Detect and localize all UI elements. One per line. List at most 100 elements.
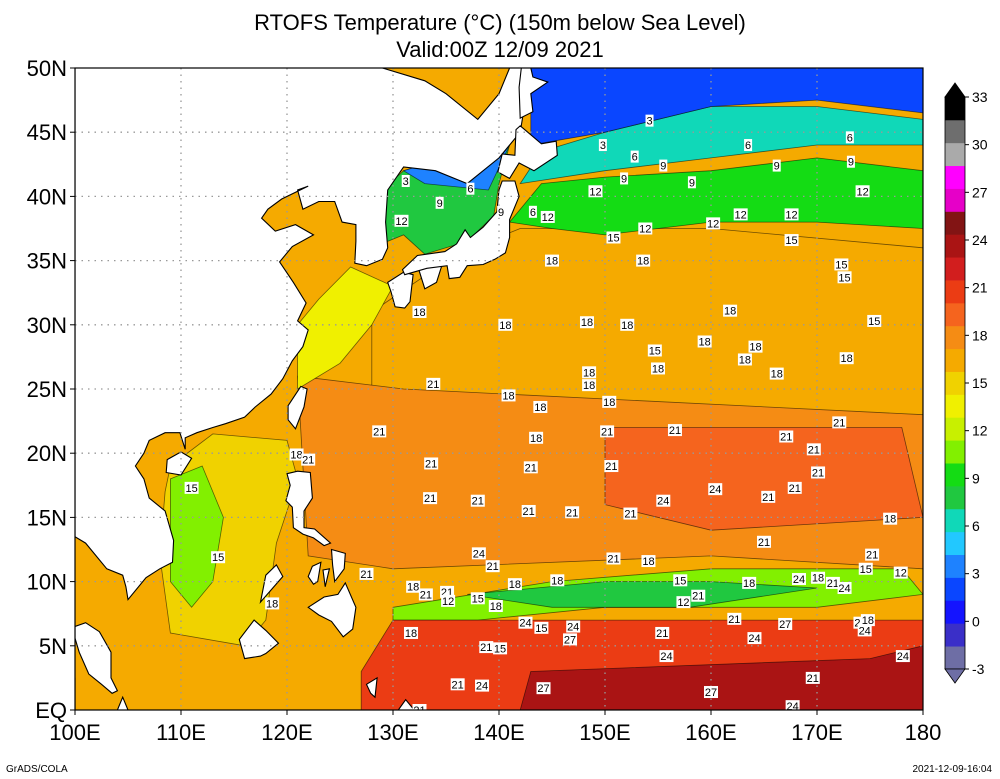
contour-label-box [785, 700, 800, 710]
contour-label-box [600, 425, 615, 438]
contour-label-box [704, 686, 718, 699]
contour-label-text: 12 [542, 212, 554, 224]
lat-tick-label: 15N [27, 505, 67, 530]
contour-label-box [550, 574, 565, 587]
contour-label: 18 [488, 599, 503, 613]
contour-label-box [566, 620, 581, 633]
contour-label-box [651, 362, 665, 375]
contour-label: 15 [837, 271, 852, 284]
contour-label: 15 [606, 231, 621, 244]
contour-label: 21 [418, 588, 433, 601]
contour-label: 12 [540, 210, 555, 224]
contour-label-text: 21 [360, 569, 372, 581]
contour-label: 15 [493, 642, 508, 655]
contour-label-box [289, 448, 304, 461]
lon-tick-label: 130E [367, 720, 418, 745]
contour-label-box [604, 460, 619, 473]
contour-label-text: 18 [413, 307, 425, 319]
landmass-8 [322, 568, 331, 587]
field-subarctic [519, 106, 923, 185]
contour-label-text: 18 [266, 598, 278, 610]
contour-label-text: 21 [523, 506, 535, 518]
contour-label: 15 [834, 258, 849, 271]
contour-label-text: 12 [785, 209, 797, 221]
lat-tick-label: 50N [27, 56, 67, 81]
contour-label-text: 18 [884, 514, 896, 526]
contour-label-box [883, 512, 898, 525]
landmass-5 [285, 470, 332, 547]
contour-label-text: 21 [866, 550, 878, 562]
contour-label-text: 21 [812, 467, 824, 479]
contour-label-text: 9 [621, 173, 627, 185]
contour-label-box [602, 395, 617, 408]
contour-label: 18 [748, 340, 763, 354]
colorbar-swatch [945, 97, 965, 121]
contour-label-text: 6 [632, 152, 638, 164]
contour-label-text: 18 [499, 320, 511, 332]
contour-label: 21 [359, 567, 374, 581]
contour-label: 21 [565, 506, 580, 519]
contour-label-box [536, 682, 551, 695]
lat-tick-label: 20N [27, 441, 67, 466]
contour-label-box [471, 547, 486, 560]
contour-label-text: 6 [530, 207, 536, 219]
contour-label-text: 21 [656, 628, 668, 640]
contour-label-text: 18 [812, 573, 824, 585]
lat-tick-label: 10N [27, 570, 67, 595]
contour-label-text: 21 [487, 561, 499, 573]
contour-label-text: 18 [551, 575, 563, 587]
contour-label: 12 [784, 208, 799, 221]
contour-label-box [638, 222, 653, 235]
contour-label-box [645, 114, 654, 127]
contour-label-text: 21 [728, 614, 740, 626]
contour-label: 24 [857, 624, 872, 637]
colorbar-swatch [945, 463, 965, 487]
contour-label-box [636, 254, 651, 267]
contour-label: 21 [691, 589, 706, 603]
contour-label-box [656, 494, 671, 507]
footer-timestamp: 2021-12-09-16:04 [912, 764, 992, 775]
contour-label-box [832, 416, 847, 429]
colorbar-swatch [945, 165, 965, 189]
contour-label-text: 3 [600, 140, 606, 152]
contour-label: 18 [742, 576, 757, 590]
contour-label-text: 21 [413, 705, 425, 717]
contour-label-box [723, 304, 738, 317]
colorbar-label: 21 [972, 280, 988, 296]
contour-label-text: 18 [652, 363, 664, 375]
contour-label: 9 [687, 176, 696, 189]
lon-tick-label: 100E [49, 720, 100, 745]
contour-label-box [493, 642, 508, 655]
contour-label-box [744, 139, 753, 152]
contour-label-text: 18 [405, 628, 417, 640]
contour-label: 3 [645, 114, 654, 128]
contour-label-box [424, 457, 439, 470]
contour-label: 24 [747, 632, 762, 645]
contour-label: 21 [787, 481, 802, 495]
colorbar-label: -3 [972, 661, 985, 677]
colorbar: -3 0 3 6 9 12 15 18 21 24 27 30 33 [944, 82, 988, 684]
contour-label-text: 18 [749, 342, 761, 354]
contour-label-text: 21 [605, 461, 617, 473]
contour-label-text: 24 [519, 618, 531, 630]
contour-label: 12 [676, 596, 691, 609]
contour-label: 18 [406, 580, 421, 594]
contour-label-text: 18 [490, 601, 502, 613]
contour-label-box [470, 494, 485, 507]
contour-label-text: 15 [785, 235, 797, 247]
contour-label: 21 [825, 576, 840, 590]
contour-label-box [858, 562, 873, 575]
contour-label: 21 [727, 612, 742, 626]
contour-label-box [184, 481, 199, 494]
contour-label: 15 [784, 234, 799, 247]
contour-label-box [540, 210, 555, 223]
colorbar-swatch [945, 142, 965, 167]
contour-label-box [563, 633, 578, 646]
contour-label-text: 18 [637, 256, 649, 268]
contour-label-box [837, 271, 852, 284]
landmass-0 [75, 68, 532, 601]
contour-label-text: 6 [745, 140, 751, 152]
contour-label: 18 [651, 362, 665, 375]
contour-label: 18 [533, 400, 548, 414]
contour-label: 18 [723, 304, 738, 318]
